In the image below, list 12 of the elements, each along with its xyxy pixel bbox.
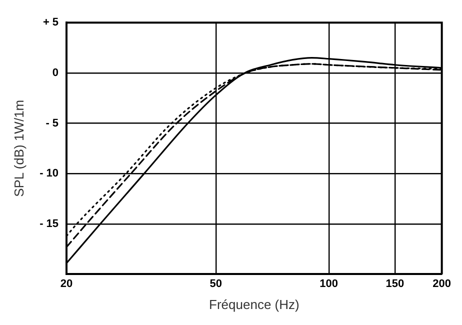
- y-tick-label: - 10: [40, 168, 59, 180]
- y-axis-title: SPL (dB) 1W/1m: [11, 100, 26, 197]
- y-tick-label: + 5: [42, 16, 59, 29]
- x-tick-label: 150: [386, 278, 404, 290]
- x-tick-label: 20: [60, 278, 73, 290]
- x-tick-label: 50: [210, 278, 222, 290]
- x-tick-label: 100: [320, 278, 338, 290]
- y-tick-label: 0: [52, 66, 59, 79]
- x-axis-title: Fréquence (Hz): [209, 296, 300, 312]
- y-tick-label: - 15: [40, 218, 59, 230]
- x-tick-label: 200: [432, 278, 452, 290]
- y-tick-label: - 5: [46, 117, 59, 130]
